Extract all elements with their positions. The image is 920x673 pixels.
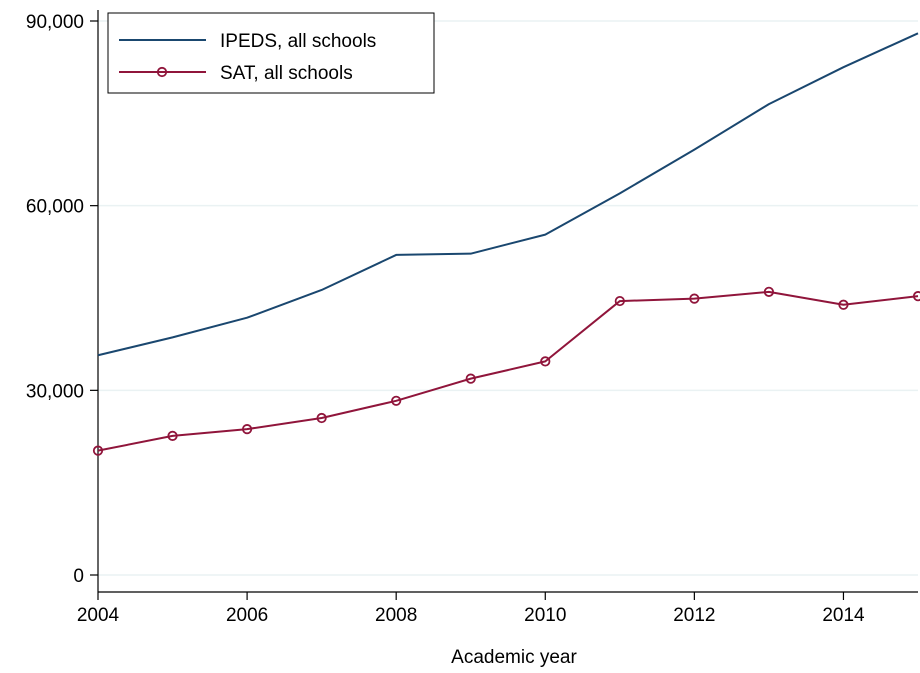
- data-point-sat: [763, 286, 775, 297]
- data-point-sat: [838, 299, 849, 310]
- data-point-sat: [465, 373, 476, 384]
- y-tick-label: 0: [73, 566, 84, 587]
- gridlines: [98, 20, 918, 576]
- data-point-sat: [316, 412, 327, 424]
- y-tick-label: 60,000: [26, 197, 84, 218]
- x-axis-title: Academic year: [451, 647, 577, 668]
- series-line-sat: [97, 290, 919, 452]
- x-tick-label: 2012: [673, 605, 715, 626]
- y-tick-label: 90,000: [26, 12, 84, 33]
- axes: [97, 10, 918, 593]
- y-tick-label: 30,000: [26, 381, 84, 402]
- legend: IPEDS, all schools SAT, all schools: [107, 12, 435, 94]
- x-tick-label: 2008: [375, 605, 417, 626]
- series-lines: [92, 32, 920, 456]
- legend-marker-sat: [156, 66, 168, 78]
- data-point-sat: [391, 395, 402, 406]
- data-point-sat: [689, 293, 700, 304]
- data-point-sat: [241, 424, 253, 435]
- x-tick-label: 2014: [822, 605, 865, 626]
- x-ticks: 2004 2006 2008 2010 2012 2014: [77, 592, 865, 626]
- legend-label-ipeds: IPEDS, all schools: [220, 31, 376, 52]
- series-line-ipeds: [97, 32, 919, 357]
- legend-box: [107, 12, 435, 94]
- data-point-sat: [912, 291, 920, 302]
- data-point-sat: [614, 295, 625, 307]
- data-point-sat: [92, 445, 104, 456]
- legend-label-sat: SAT, all schools: [220, 63, 353, 84]
- data-point-sat: [540, 356, 551, 367]
- x-tick-label: 2004: [77, 605, 120, 626]
- x-tick-label: 2010: [524, 605, 566, 626]
- y-ticks: 0 30,000 60,000 90,000: [26, 12, 98, 587]
- data-point-sat: [167, 430, 178, 441]
- x-tick-label: 2006: [226, 605, 268, 626]
